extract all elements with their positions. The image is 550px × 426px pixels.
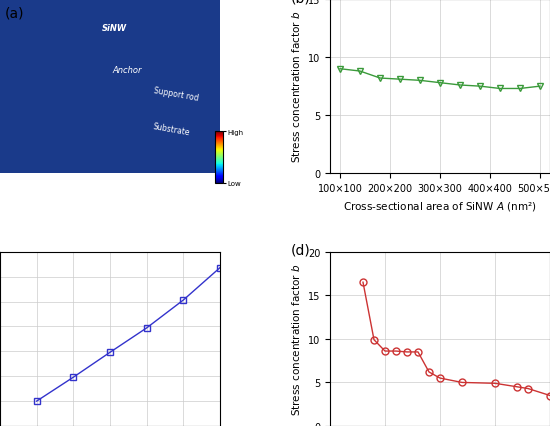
- Text: (a): (a): [4, 7, 24, 21]
- Y-axis label: Stress concentration factor $b$: Stress concentration factor $b$: [290, 11, 303, 163]
- X-axis label: Cross-sectional area of SiNW $A$ (nm²): Cross-sectional area of SiNW $A$ (nm²): [343, 199, 537, 212]
- Text: Support rod: Support rod: [153, 86, 199, 103]
- Text: Substrate: Substrate: [152, 122, 191, 138]
- Y-axis label: Stress concentration factor $b$: Stress concentration factor $b$: [290, 263, 303, 415]
- Text: (b): (b): [290, 0, 310, 5]
- Text: SiNW: SiNW: [102, 24, 127, 33]
- Text: (d): (d): [290, 243, 310, 257]
- Text: Anchor: Anchor: [113, 66, 142, 75]
